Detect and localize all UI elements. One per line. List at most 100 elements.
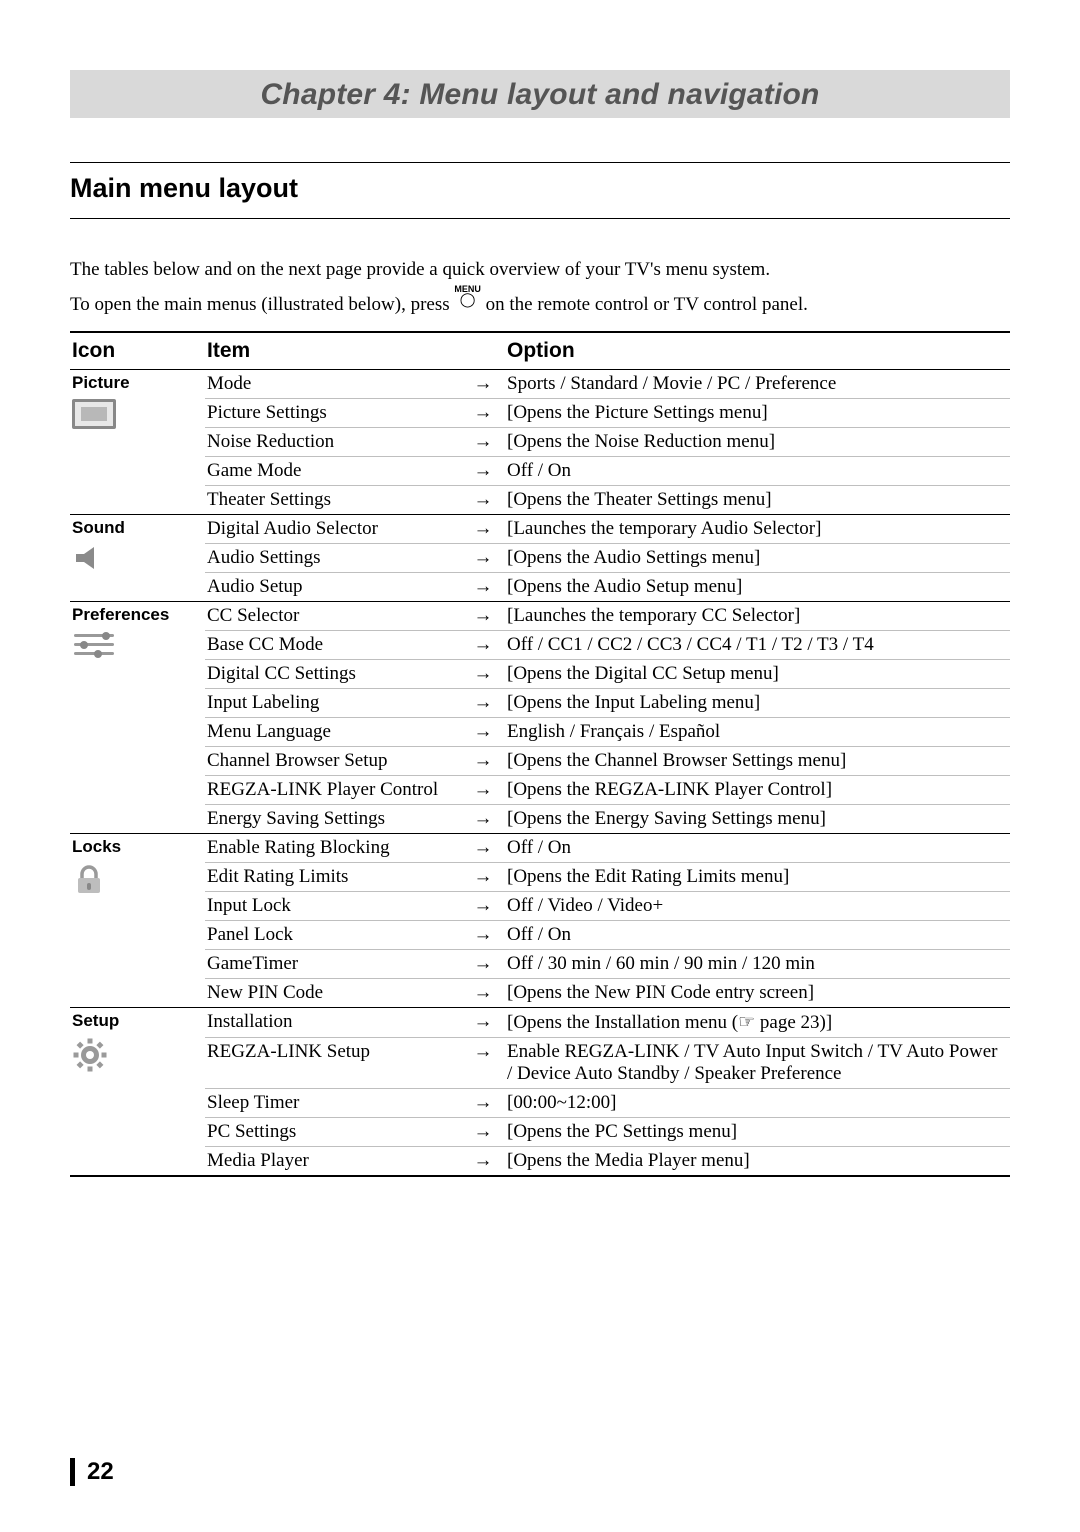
menu-option: [Opens the Audio Settings menu] — [505, 544, 1010, 573]
menu-option: [Opens the Installation menu (☞ page 23)… — [505, 1008, 1010, 1038]
menu-option: [Opens the Channel Browser Settings menu… — [505, 747, 1010, 776]
menu-option: [Opens the Edit Rating Limits menu] — [505, 863, 1010, 892]
group-label: Picture — [72, 373, 199, 393]
table-row: SoundDigital Audio Selector→[Launches th… — [70, 515, 1010, 544]
menu-option: [Launches the temporary CC Selector] — [505, 602, 1010, 631]
menu-item: Panel Lock — [205, 921, 465, 950]
menu-layout-table: Icon Item Option PictureMode→Sports / St… — [70, 331, 1010, 1177]
table-row: Panel Lock→Off / On — [70, 921, 1010, 950]
menu-option: Off / 30 min / 60 min / 90 min / 120 min — [505, 950, 1010, 979]
arrow-icon: → — [465, 602, 505, 631]
page-number: 22 — [70, 1458, 114, 1486]
arrow-icon: → — [465, 1147, 505, 1177]
arrow-icon: → — [465, 370, 505, 399]
menu-item: Base CC Mode — [205, 631, 465, 660]
menu-item: Audio Setup — [205, 573, 465, 602]
menu-item: Theater Settings — [205, 486, 465, 515]
arrow-icon: → — [465, 428, 505, 457]
arrow-icon: → — [465, 921, 505, 950]
table-row: SetupInstallation→[Opens the Installatio… — [70, 1008, 1010, 1038]
intro-line-1: The tables below and on the next page pr… — [70, 257, 1010, 283]
menu-item: Mode — [205, 370, 465, 399]
menu-option: [Opens the Input Labeling menu] — [505, 689, 1010, 718]
menu-option: English / Français / Español — [505, 718, 1010, 747]
menu-item: Media Player — [205, 1147, 465, 1177]
menu-item: Channel Browser Setup — [205, 747, 465, 776]
menu-button-icon: MENU◯ — [454, 285, 481, 306]
group-setup: Setup — [70, 1008, 205, 1177]
table-row: Theater Settings→[Opens the Theater Sett… — [70, 486, 1010, 515]
menu-option: [Opens the Audio Setup menu] — [505, 573, 1010, 602]
group-locks: Locks — [70, 834, 205, 1008]
group-label: Sound — [72, 518, 199, 538]
menu-item: Game Mode — [205, 457, 465, 486]
arrow-icon: → — [465, 718, 505, 747]
menu-option: Off / On — [505, 921, 1010, 950]
arrow-icon: → — [465, 457, 505, 486]
arrow-icon: → — [465, 1008, 505, 1038]
menu-option: Off / On — [505, 457, 1010, 486]
table-row: PreferencesCC Selector→[Launches the tem… — [70, 602, 1010, 631]
menu-item: Menu Language — [205, 718, 465, 747]
menu-item: PC Settings — [205, 1118, 465, 1147]
arrow-icon: → — [465, 631, 505, 660]
menu-item: REGZA-LINK Player Control — [205, 776, 465, 805]
table-row: Sleep Timer→[00:00~12:00] — [70, 1089, 1010, 1118]
table-row: Base CC Mode→Off / CC1 / CC2 / CC3 / CC4… — [70, 631, 1010, 660]
menu-item: Edit Rating Limits — [205, 863, 465, 892]
table-row: Picture Settings→[Opens the Picture Sett… — [70, 399, 1010, 428]
group-picture: Picture — [70, 370, 205, 515]
arrow-icon: → — [465, 1089, 505, 1118]
arrow-icon: → — [465, 515, 505, 544]
arrow-icon: → — [465, 486, 505, 515]
preferences-icon — [72, 631, 116, 657]
table-row: Locks Enable Rating Blocking→Off / On — [70, 834, 1010, 863]
page: Chapter 4: Menu layout and navigation Ma… — [0, 0, 1080, 1532]
sound-icon — [72, 544, 112, 572]
arrow-icon: → — [465, 1038, 505, 1089]
menu-item: New PIN Code — [205, 979, 465, 1008]
menu-item: Enable Rating Blocking — [205, 834, 465, 863]
lock-icon — [72, 863, 106, 897]
menu-option: [Opens the Energy Saving Settings menu] — [505, 805, 1010, 834]
menu-option: [00:00~12:00] — [505, 1089, 1010, 1118]
menu-item: Input Labeling — [205, 689, 465, 718]
arrow-icon: → — [465, 805, 505, 834]
menu-option: Off / CC1 / CC2 / CC3 / CC4 / T1 / T2 / … — [505, 631, 1010, 660]
arrow-icon: → — [465, 747, 505, 776]
table-row: GameTimer→Off / 30 min / 60 min / 90 min… — [70, 950, 1010, 979]
menu-option: [Opens the Digital CC Setup menu] — [505, 660, 1010, 689]
table-row: Media Player→[Opens the Media Player men… — [70, 1147, 1010, 1177]
menu-option: [Opens the Media Player menu] — [505, 1147, 1010, 1177]
table-row: Menu Language→English / Français / Españ… — [70, 718, 1010, 747]
menu-option: [Opens the REGZA-LINK Player Control] — [505, 776, 1010, 805]
group-preferences: Preferences — [70, 602, 205, 834]
menu-option: [Opens the PC Settings menu] — [505, 1118, 1010, 1147]
menu-item: Audio Settings — [205, 544, 465, 573]
table-row: Energy Saving Settings→[Opens the Energy… — [70, 805, 1010, 834]
menu-option: Sports / Standard / Movie / PC / Prefere… — [505, 370, 1010, 399]
menu-option: [Opens the Theater Settings menu] — [505, 486, 1010, 515]
menu-option: [Opens the New PIN Code entry screen] — [505, 979, 1010, 1008]
table-row: Channel Browser Setup→[Opens the Channel… — [70, 747, 1010, 776]
group-label: Setup — [72, 1011, 199, 1031]
menu-item: Energy Saving Settings — [205, 805, 465, 834]
arrow-icon: → — [465, 573, 505, 602]
arrow-icon: → — [465, 660, 505, 689]
arrow-icon: → — [465, 776, 505, 805]
arrow-icon: → — [465, 863, 505, 892]
menu-option: Off / Video / Video+ — [505, 892, 1010, 921]
arrow-icon: → — [465, 834, 505, 863]
arrow-icon: → — [465, 892, 505, 921]
col-item: Item — [205, 332, 465, 370]
group-label: Locks — [72, 837, 199, 857]
picture-icon — [72, 399, 116, 429]
menu-option: Off / On — [505, 834, 1010, 863]
menu-option: [Opens the Noise Reduction menu] — [505, 428, 1010, 457]
chapter-title: Chapter 4: Menu layout and navigation — [260, 78, 819, 111]
section-title: Main menu layout — [70, 162, 1010, 219]
menu-item: Sleep Timer — [205, 1089, 465, 1118]
table-row: REGZA-LINK Setup→Enable REGZA-LINK / TV … — [70, 1038, 1010, 1089]
group-label: Preferences — [72, 605, 199, 625]
table-row: Picture Mode→Sports / Standard / Movie / … — [70, 370, 1010, 399]
